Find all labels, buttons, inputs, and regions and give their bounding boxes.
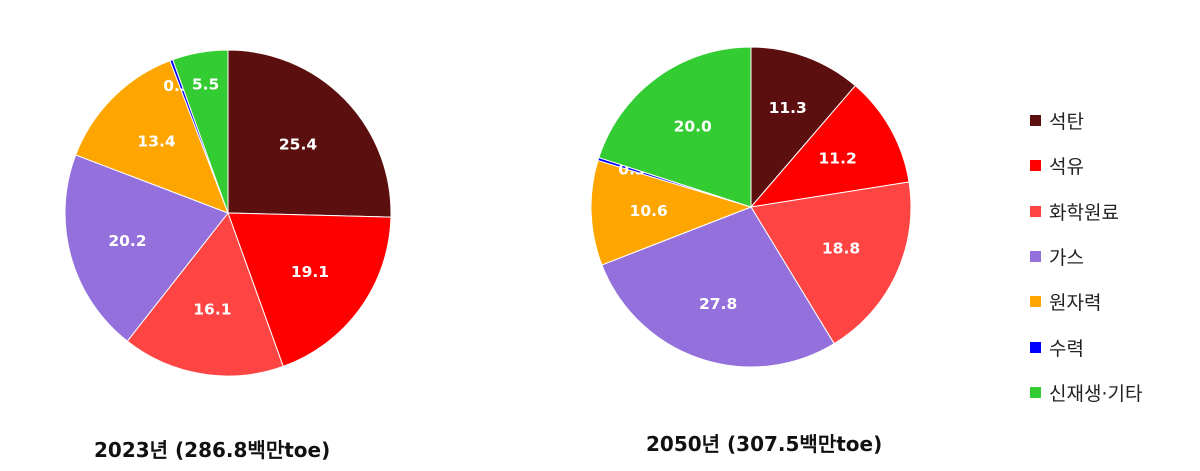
slice-label-oil: 19.1 — [291, 263, 329, 281]
slice-label-oil: 11.2 — [819, 150, 857, 168]
legend-item-nuclear: 원자력 — [1030, 279, 1142, 324]
slice-label-chemical-feedstock: 18.8 — [822, 240, 860, 258]
slice-label-chemical-feedstock: 16.1 — [193, 301, 231, 319]
chart-title-2023: 2023년 (286.8백만toe) — [94, 438, 331, 462]
legend-label-renewable-other: 신재생·기타 — [1049, 382, 1143, 405]
chart-title-2050: 2050년 (307.5백만toe) — [646, 432, 883, 456]
legend: 석탄 석유 화학원료 가스 원자력 수력 신재생·기타 — [1030, 98, 1142, 415]
pie-slice-renewable-other — [598, 46, 752, 208]
slice-label-nuclear: 10.6 — [630, 202, 668, 220]
legend-label-nuclear: 원자력 — [1049, 292, 1102, 315]
slice-label-gas: 20.2 — [108, 232, 146, 250]
legend-swatch-coal — [1030, 115, 1041, 127]
pie-slice-gas — [601, 206, 835, 368]
pie-slice-oil — [227, 212, 392, 368]
pie-chart-2023: 25.419.116.120.213.40.3 5.5 — [64, 49, 392, 377]
legend-label-hydro: 수력 — [1049, 337, 1084, 360]
pie-slice-chemical-feedstock — [126, 211, 284, 377]
slice-label-renewable-other: 5.5 — [192, 76, 219, 94]
legend-item-renewable-other: 신재생·기타 — [1030, 370, 1142, 415]
pie-slice-nuclear — [75, 60, 229, 214]
slice-label-nuclear: 13.4 — [137, 133, 175, 151]
legend-label-coal: 석탄 — [1049, 111, 1084, 134]
pie-slice-chemical-feedstock — [750, 181, 912, 345]
legend-item-coal: 석탄 — [1030, 98, 1142, 143]
legend-label-oil: 석유 — [1049, 156, 1084, 179]
slice-label-coal: 11.3 — [769, 99, 807, 117]
slice-label-coal: 25.4 — [279, 136, 317, 154]
pie-slice-coal — [750, 46, 856, 209]
slice-label-gas: 27.8 — [699, 295, 737, 313]
pie-slice-renewable-other — [172, 49, 229, 214]
legend-swatch-nuclear — [1030, 296, 1041, 308]
legend-label-chemical-feedstock: 화학원료 — [1049, 201, 1119, 224]
pie-slice-nuclear — [590, 159, 753, 266]
legend-swatch-gas — [1030, 251, 1041, 263]
pie-slice-gas — [64, 154, 229, 342]
legend-swatch-chemical-feedstock — [1030, 205, 1041, 217]
legend-swatch-oil — [1030, 160, 1041, 172]
pie-chart-2050: 11.311.218.827.810.60.320.0 — [590, 46, 912, 368]
legend-item-gas: 가스 — [1030, 234, 1142, 279]
legend-item-oil: 석유 — [1030, 143, 1142, 188]
legend-label-gas: 가스 — [1049, 247, 1084, 270]
pie-slice-oil — [749, 84, 910, 208]
legend-item-chemical-feedstock: 화학원료 — [1030, 189, 1142, 234]
legend-item-hydro: 수력 — [1030, 324, 1142, 369]
pie-slice-coal — [227, 49, 392, 218]
slice-label-renewable-other: 20.0 — [674, 118, 712, 136]
legend-swatch-hydro — [1030, 341, 1041, 353]
legend-swatch-renewable-other — [1030, 386, 1041, 398]
